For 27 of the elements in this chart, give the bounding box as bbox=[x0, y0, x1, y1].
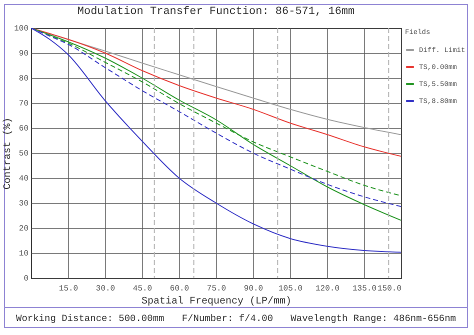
text: F/Number: f/4.00 bbox=[182, 312, 274, 324]
y-tick-label: 50 bbox=[18, 150, 29, 158]
y-tick-label: 70 bbox=[18, 100, 29, 108]
y-tick-label: 0 bbox=[24, 274, 29, 284]
y-tick-label: 10 bbox=[18, 250, 29, 258]
text: Working Distance: 500.00mm bbox=[16, 312, 164, 324]
x-axis-title: Spatial Frequency (LP/mm) bbox=[141, 296, 292, 308]
x-tick-label: 60.0 bbox=[170, 284, 190, 294]
x-tick-label: 120.0 bbox=[315, 284, 340, 294]
y-axis-title: Contrast (%) bbox=[2, 117, 14, 190]
y-tick-label: 40 bbox=[18, 174, 29, 184]
y-tick-label: 20 bbox=[18, 224, 29, 234]
y-tick-label: 60 bbox=[18, 124, 29, 134]
x-tick-label: 15.0 bbox=[58, 284, 78, 294]
text: Wavelength Range: 486nm-656nm bbox=[290, 312, 456, 324]
x-tick-label: 75.0 bbox=[206, 284, 226, 294]
y-tick-label: 80 bbox=[18, 74, 29, 84]
x-tick-label: 150.0 bbox=[377, 284, 402, 294]
x-tick-label: 135.0 bbox=[352, 284, 377, 294]
chart-title: Modulation Transfer Function: 86-571, 16mm bbox=[77, 6, 356, 18]
x-tick-label: 45.0 bbox=[132, 284, 152, 294]
y-tick-label: 100 bbox=[14, 24, 29, 34]
y-tick-label: 30 bbox=[18, 200, 29, 208]
x-tick-label: 105.0 bbox=[278, 284, 303, 294]
y-tick-label: 90 bbox=[18, 50, 29, 58]
x-tick-label: 30.0 bbox=[96, 284, 116, 294]
x-tick-label: 90.0 bbox=[244, 284, 264, 294]
